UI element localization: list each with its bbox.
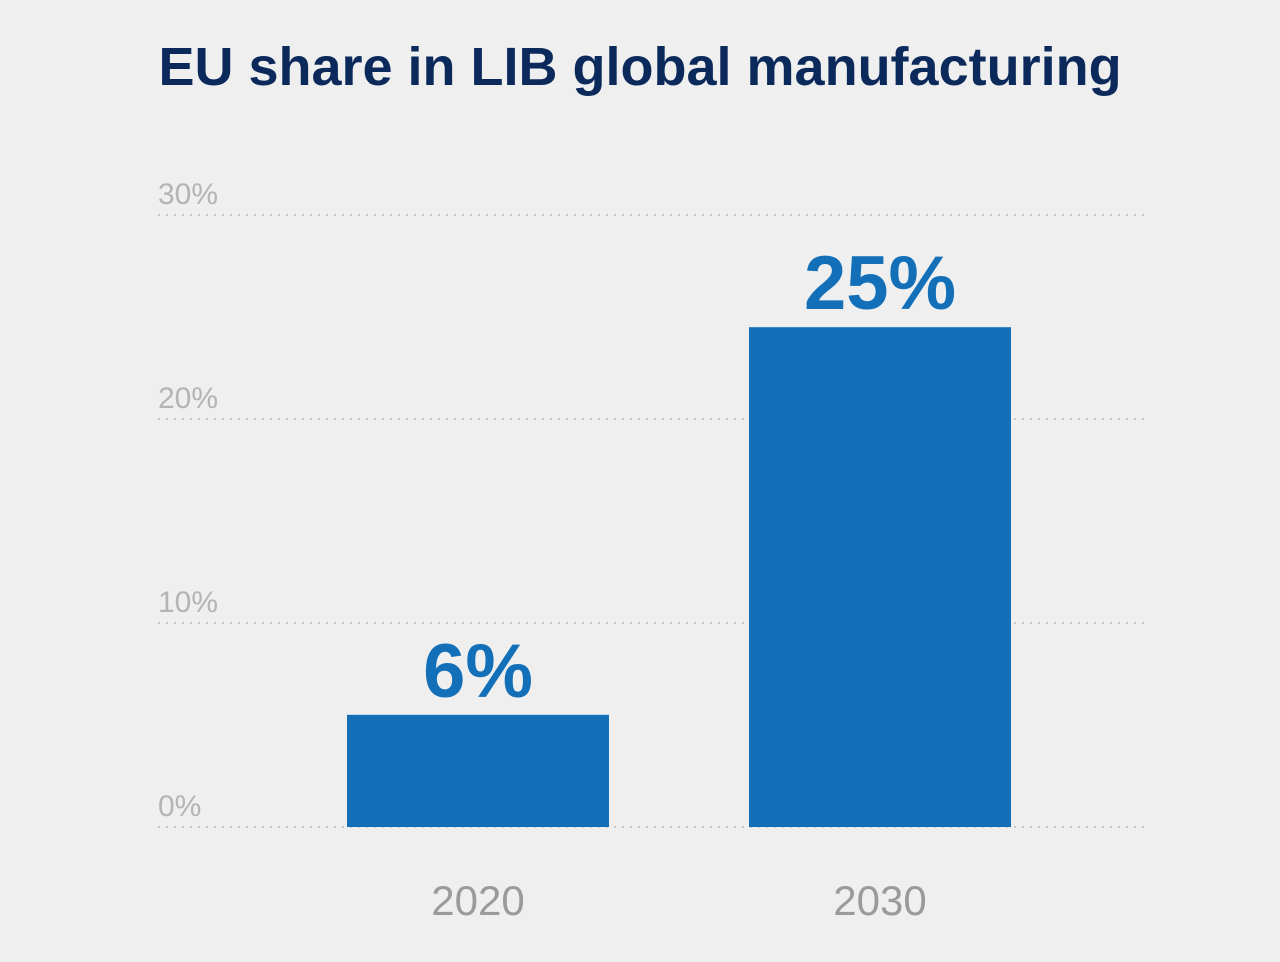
y-axis-ticks: 0% 10% 20% 30%: [158, 178, 218, 823]
y-tick-label: 10%: [158, 586, 218, 619]
bar-2020: [347, 714, 609, 827]
chart-title: EU share in LIB global manufacturing: [158, 37, 1122, 97]
bar-2030: [749, 327, 1011, 827]
value-label-2020: 6%: [423, 629, 533, 714]
y-tick-label: 0%: [158, 790, 201, 823]
y-tick-label: 30%: [158, 178, 218, 211]
x-axis-labels: 2020 2030: [431, 877, 926, 924]
y-tick-label: 20%: [158, 382, 218, 415]
x-tick-label-2030: 2030: [833, 877, 926, 924]
value-labels: 6% 25%: [423, 241, 956, 714]
bars: [347, 327, 1011, 827]
x-tick-label-2020: 2020: [431, 877, 524, 924]
value-label-2030: 25%: [804, 241, 956, 326]
